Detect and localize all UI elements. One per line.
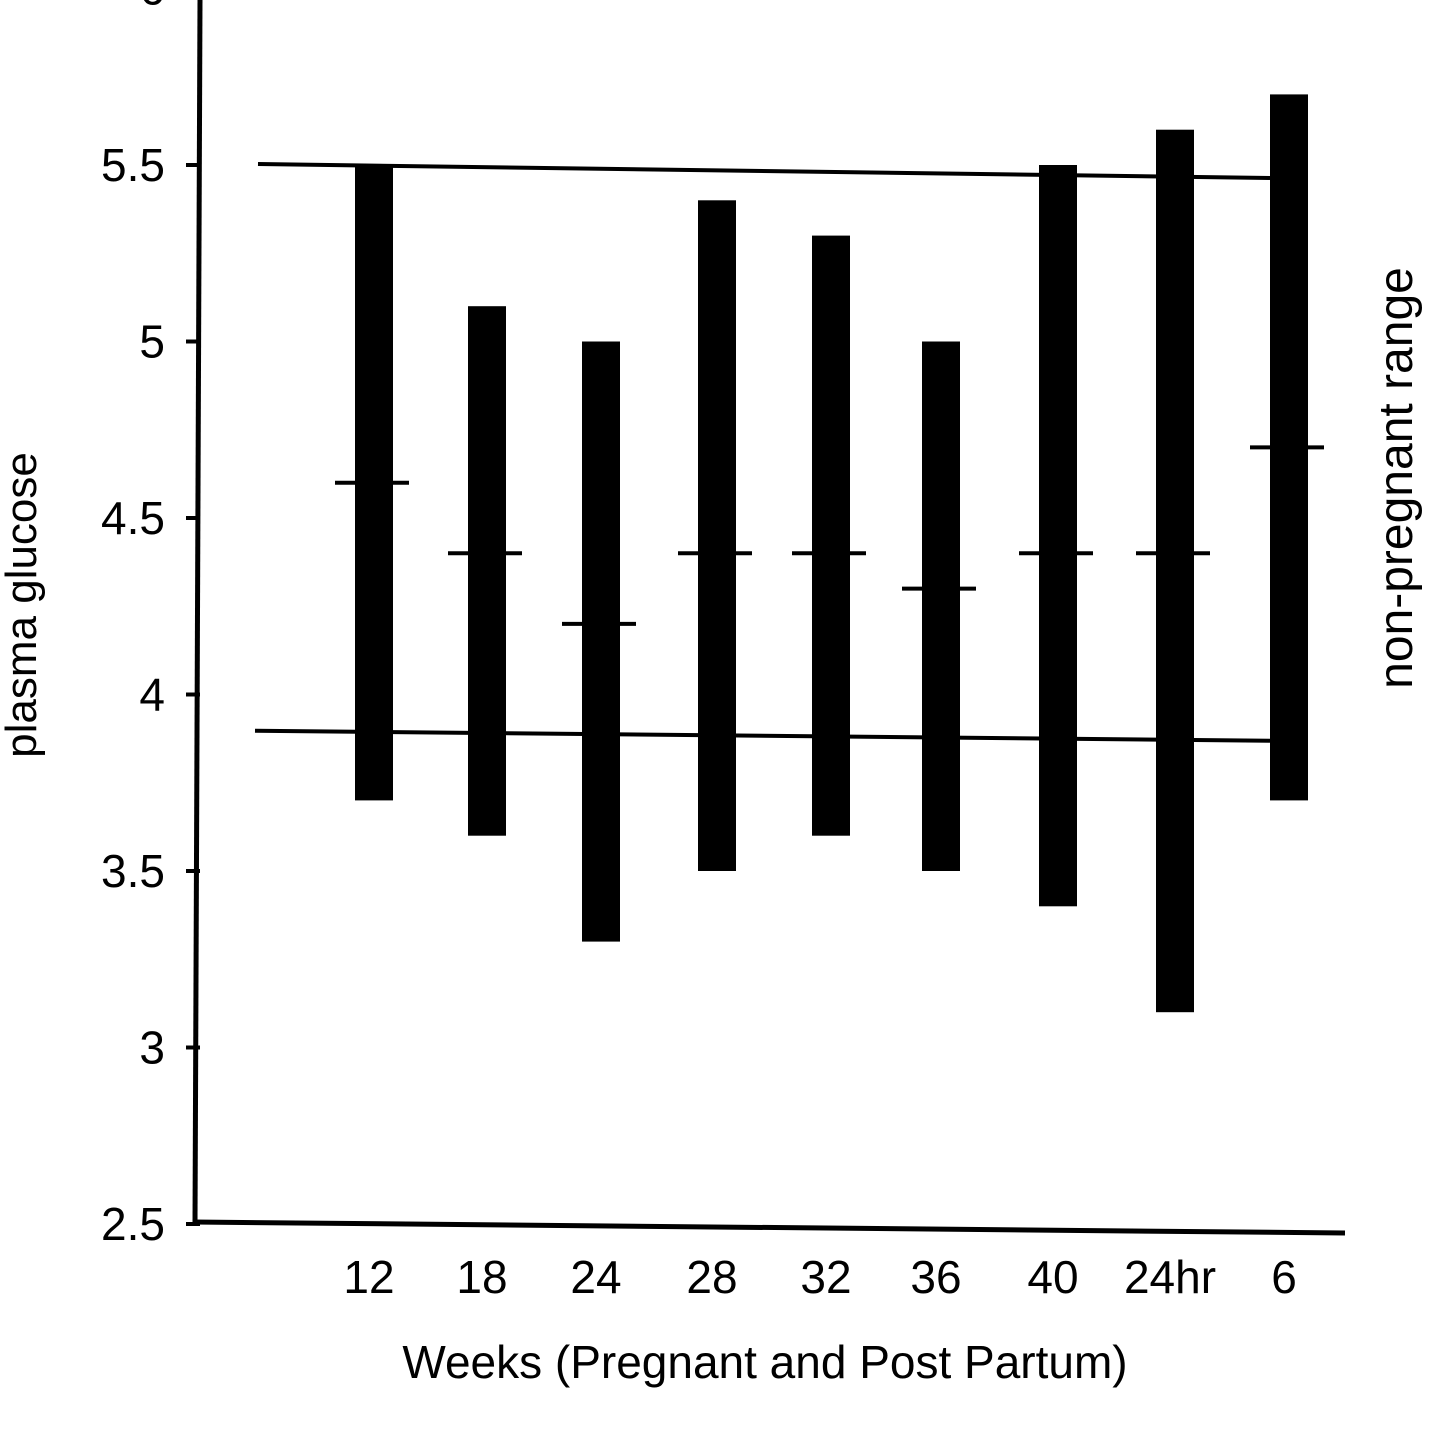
range-bar (468, 306, 506, 836)
range-bar (922, 341, 960, 871)
right-label: non-pregnant range (1370, 267, 1423, 689)
x-tick-label: 12 (343, 1251, 394, 1303)
x-axis-line (192, 1219, 1346, 1236)
range-bar (812, 235, 850, 836)
range-bar (1156, 129, 1194, 1013)
y-tick-label: 3.5 (101, 845, 165, 897)
reference-line-upper (257, 162, 1271, 180)
reference-line-lower (254, 728, 1271, 743)
y-axis-line (192, 0, 203, 1225)
x-tick-label: 40 (1027, 1251, 1078, 1303)
y-tick-label: 6 (139, 0, 165, 15)
y-tick-label: 4 (139, 669, 165, 721)
y-tick-label: 2.5 (101, 1198, 165, 1250)
x-tick-label: 28 (686, 1251, 737, 1303)
x-tick-label: 6 (1271, 1251, 1297, 1303)
range-bar (582, 341, 620, 942)
x-tick-label: 18 (456, 1251, 507, 1303)
y-tick-label: 4.5 (101, 492, 165, 544)
range-bar (698, 200, 736, 872)
range-bar (1039, 165, 1077, 907)
x-tick-label: 32 (800, 1251, 851, 1303)
y-tick-label: 3 (139, 1022, 165, 1074)
x-axis-label: Weeks (Pregnant and Post Partum) (402, 1336, 1127, 1388)
y-tick-label: 5.5 (101, 139, 165, 191)
x-tick-label: 24hr (1124, 1251, 1216, 1303)
y-axis-label: plasma glucose (0, 452, 46, 758)
y-tick-label: 5 (139, 316, 165, 368)
x-tick-label: 24 (570, 1251, 621, 1303)
x-tick-label: 36 (910, 1251, 961, 1303)
